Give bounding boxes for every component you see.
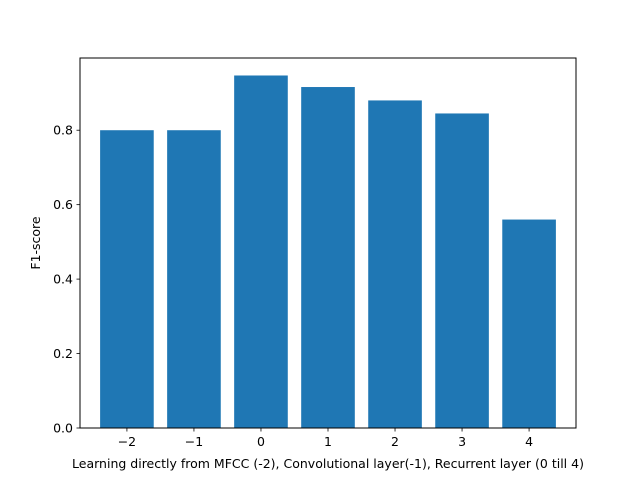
bar-0 xyxy=(234,75,288,429)
bar-4 xyxy=(502,219,556,428)
x-axis-label: Learning directly from MFCC (-2), Convol… xyxy=(72,456,584,471)
bar-1 xyxy=(301,87,355,428)
x-tick-label: 4 xyxy=(525,434,533,449)
bars-layer xyxy=(100,75,556,429)
x-tick-label: 0 xyxy=(257,434,265,449)
y-axis-ticks: 0.0 0.2 0.4 0.6 0.8 xyxy=(53,123,80,436)
y-tick-label: 0.0 xyxy=(53,421,73,436)
bar-2 xyxy=(368,100,422,429)
bar-3 xyxy=(435,113,489,429)
x-axis-ticks: −2 −1 0 1 2 3 4 xyxy=(118,428,533,449)
y-tick-label: 0.4 xyxy=(53,272,73,287)
x-tick-label: −1 xyxy=(185,434,203,449)
y-tick-label: 0.8 xyxy=(53,123,73,138)
x-tick-label: −2 xyxy=(118,434,136,449)
plot-frame xyxy=(79,57,577,429)
x-tick-label: 2 xyxy=(391,434,399,449)
y-tick-label: 0.6 xyxy=(53,197,73,212)
bar-minus-1 xyxy=(167,130,221,428)
x-tick-label: 1 xyxy=(324,434,332,449)
y-axis-label: F1-score xyxy=(28,216,43,270)
y-tick-label: 0.2 xyxy=(53,346,73,361)
x-tick-label: 3 xyxy=(458,434,466,449)
bar-minus-2 xyxy=(100,130,154,428)
